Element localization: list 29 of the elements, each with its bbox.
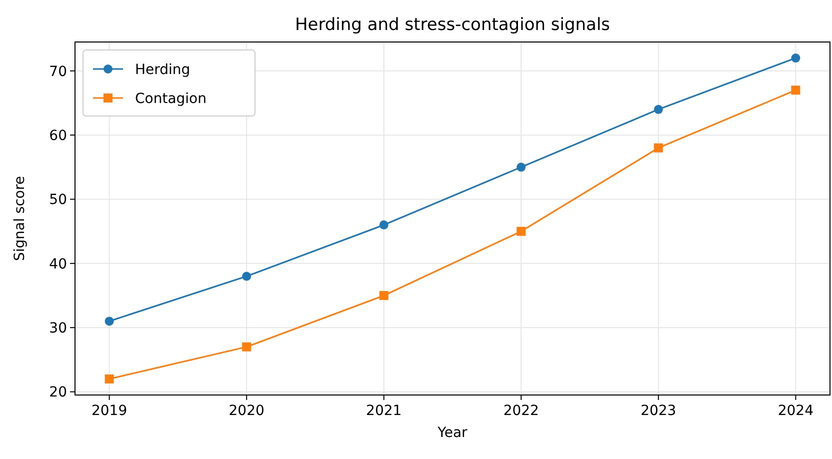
point xyxy=(379,220,388,230)
y-tick-label: 30 xyxy=(49,320,67,337)
point xyxy=(516,226,526,236)
y-tick-label: 60 xyxy=(49,128,67,144)
y-tick-label: 50 xyxy=(49,192,67,208)
point xyxy=(516,162,526,172)
point xyxy=(104,316,114,326)
y-tick-label: 40 xyxy=(49,256,67,272)
y-axis-title: Signal score xyxy=(12,176,28,262)
y-tick-label: 20 xyxy=(49,384,67,401)
y-tick-label: 70 xyxy=(49,64,67,80)
x-tick-label: 2024 xyxy=(778,403,814,419)
chart-title: Herding and stress-contagion signals xyxy=(294,15,610,35)
x-tick-label: 2023 xyxy=(640,403,676,419)
x-axis-title: Year xyxy=(436,425,468,441)
x-tick-label: 2022 xyxy=(503,403,539,419)
point xyxy=(104,374,114,384)
point xyxy=(791,86,800,95)
point xyxy=(379,291,388,300)
point xyxy=(654,104,663,114)
point xyxy=(242,342,252,352)
x-tick-label: 2019 xyxy=(92,403,128,419)
point xyxy=(791,54,800,63)
x-tick-label: 2020 xyxy=(228,403,264,419)
point xyxy=(654,143,663,152)
legend-label: Herding xyxy=(135,62,190,78)
x-tick-label: 2021 xyxy=(366,403,402,419)
legend-label: Contagion xyxy=(135,90,206,107)
point xyxy=(242,272,252,281)
